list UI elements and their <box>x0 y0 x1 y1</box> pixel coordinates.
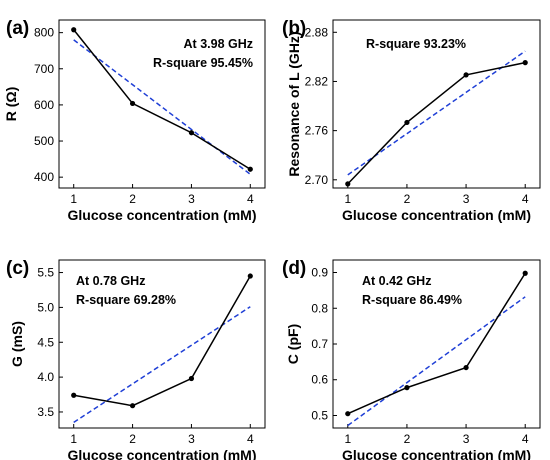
data-point <box>188 375 195 382</box>
y-tick-label: 400 <box>34 170 54 184</box>
y-tick-label: 0.8 <box>311 301 328 315</box>
x-tick-label: 4 <box>247 192 254 206</box>
plot-frame <box>58 259 266 429</box>
plot-frame <box>332 19 541 189</box>
data-point <box>345 181 351 187</box>
x-tick-label: 3 <box>188 192 195 206</box>
y-tick-label: 0.9 <box>311 266 328 280</box>
data-point <box>188 130 195 136</box>
x-axis-label: Glucose concentration (mM) <box>342 447 531 460</box>
y-tick-label: 5.0 <box>37 300 54 314</box>
annotation-text: At 0.42 GHz <box>362 274 431 288</box>
panel-letter: (c) <box>6 258 29 279</box>
y-tick-label: 700 <box>34 62 54 76</box>
x-tick-label: 2 <box>404 192 411 206</box>
x-axis-label: Glucose concentration (mM) <box>67 447 256 460</box>
annotation-text: R-square 86.49% <box>362 293 462 307</box>
annotation-text: R-square 95.45% <box>153 56 253 70</box>
y-tick-label: 0.6 <box>311 373 328 387</box>
annotation-text: R-square 69.28% <box>76 293 176 307</box>
y-tick-label: 3.5 <box>37 405 54 419</box>
x-tick-label: 2 <box>129 432 136 446</box>
data-point <box>129 403 136 409</box>
panel-letter: (d) <box>282 258 306 279</box>
data-point <box>404 385 410 391</box>
x-tick-label: 1 <box>70 432 77 446</box>
y-tick-label: 0.5 <box>311 408 328 422</box>
x-tick-label: 4 <box>247 432 254 446</box>
plot-frame <box>58 19 266 189</box>
data-point <box>404 119 410 126</box>
data-series-line <box>347 61 526 185</box>
y-tick-label: 600 <box>34 98 54 112</box>
y-axis-label: G (mS) <box>9 321 25 367</box>
y-axis-label: Resonance of L (GHz) <box>286 31 302 176</box>
data-point <box>71 27 77 33</box>
y-tick-label: 4.5 <box>37 335 54 349</box>
data-point <box>463 72 469 78</box>
x-tick-label: 2 <box>404 432 411 446</box>
x-tick-label: 4 <box>522 192 529 206</box>
y-tick-label: 2.88 <box>305 25 329 39</box>
data-point <box>463 364 469 371</box>
data-point <box>522 60 528 66</box>
x-tick-label: 1 <box>344 192 351 206</box>
x-axis-label: Glucose concentration (mM) <box>342 207 531 223</box>
y-axis-label: C (pF) <box>285 324 301 364</box>
panel-letter: (b) <box>282 18 306 39</box>
data-point <box>71 392 77 398</box>
x-tick-label: 4 <box>522 432 529 446</box>
y-tick-label: 2.76 <box>305 124 329 138</box>
chart-panel-1: (a) 1 2 3 4 400 500 600 700 800 Glucose concentrat… <box>3 18 266 223</box>
data-series-line <box>347 272 526 415</box>
linear-fit-line <box>73 39 251 175</box>
y-tick-label: 2.82 <box>305 74 329 88</box>
data-point <box>522 270 528 276</box>
chart-panel-4: (d) 1 2 3 4 0.5 0.6 0.7 0.8 0.9 Glucose concentrat… <box>282 258 541 460</box>
data-point <box>129 100 136 107</box>
y-tick-label: 800 <box>34 26 54 40</box>
data-point <box>247 273 253 279</box>
y-tick-label: 500 <box>34 134 54 148</box>
x-tick-label: 3 <box>463 192 470 206</box>
annotation-text: At 3.98 GHz <box>184 37 253 51</box>
linear-fit-line <box>73 306 251 424</box>
linear-fit-line <box>347 296 526 427</box>
x-tick-label: 3 <box>463 432 470 446</box>
y-axis-label: R (Ω) <box>3 87 19 122</box>
data-series-line <box>73 29 251 170</box>
y-tick-label: 0.7 <box>311 337 328 351</box>
annotation-text: R-square 93.23% <box>366 37 466 51</box>
x-tick-label: 2 <box>129 192 136 206</box>
x-tick-label: 1 <box>344 432 351 446</box>
x-axis-label: Glucose concentration (mM) <box>67 207 256 223</box>
chart-panel-2: (b) 1 2 3 4 2.70 2.76 2.82 2.88 Glucose concentra… <box>282 18 541 223</box>
x-tick-label: 1 <box>70 192 77 206</box>
panel-letter: (a) <box>6 18 29 39</box>
data-point <box>247 166 253 172</box>
chart-panel-3: (c) 1 2 3 4 3.5 4.0 4.5 5.0 5.5 Glucose concentrat… <box>6 258 266 460</box>
linear-fit-line <box>347 50 526 176</box>
data-series-line <box>73 275 251 407</box>
y-tick-label: 4.0 <box>37 370 54 384</box>
annotation-text: At 0.78 GHz <box>76 274 145 288</box>
y-tick-label: 5.5 <box>37 266 54 280</box>
data-point <box>345 411 351 417</box>
y-tick-label: 2.70 <box>305 173 329 187</box>
x-tick-label: 3 <box>188 432 195 446</box>
